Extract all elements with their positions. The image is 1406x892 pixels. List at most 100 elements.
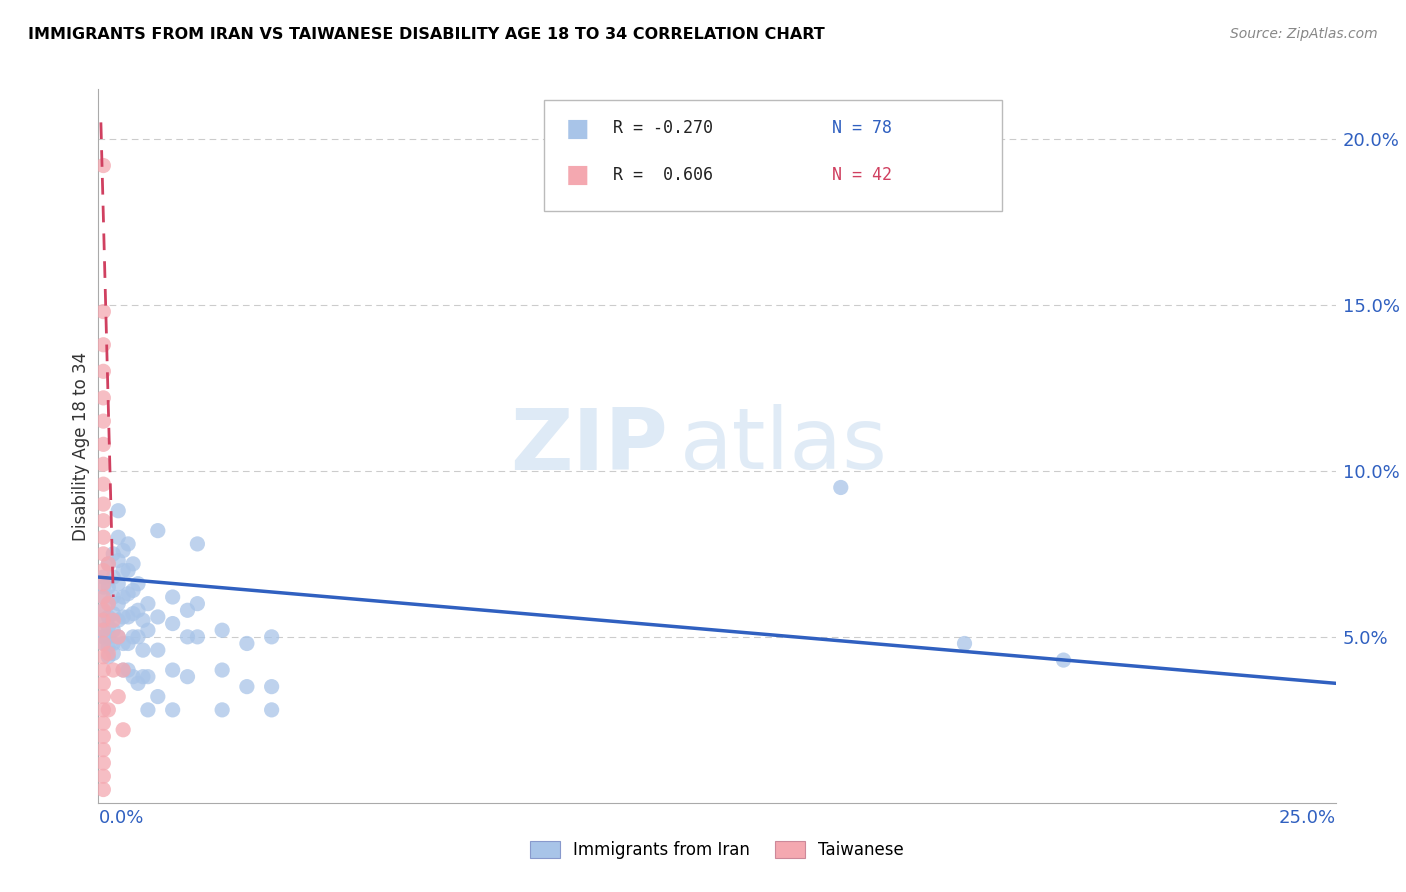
Text: ■: ■ xyxy=(567,117,589,140)
Point xyxy=(97,557,120,571)
Point xyxy=(112,590,135,604)
Point xyxy=(146,643,169,657)
Text: 0.0%: 0.0% xyxy=(98,808,143,827)
Point xyxy=(107,690,129,704)
Point xyxy=(97,580,120,594)
Point xyxy=(162,703,184,717)
Point xyxy=(122,583,145,598)
Point xyxy=(93,590,115,604)
Point xyxy=(162,663,184,677)
Point xyxy=(93,437,115,451)
Point xyxy=(162,590,184,604)
Point xyxy=(132,613,155,627)
Point xyxy=(97,630,120,644)
Point xyxy=(117,564,139,578)
Point xyxy=(127,676,149,690)
Text: 25.0%: 25.0% xyxy=(1278,808,1336,827)
Point xyxy=(103,663,125,677)
Text: R = -0.270: R = -0.270 xyxy=(613,120,713,137)
Point xyxy=(117,537,139,551)
Point xyxy=(122,557,145,571)
Point xyxy=(186,597,208,611)
Point xyxy=(186,537,208,551)
Point xyxy=(103,636,125,650)
Point xyxy=(103,570,125,584)
Point xyxy=(93,636,115,650)
Text: ZIP: ZIP xyxy=(510,404,668,488)
Point xyxy=(211,624,233,638)
Point xyxy=(117,663,139,677)
Point xyxy=(93,716,115,731)
Point xyxy=(107,553,129,567)
Point xyxy=(122,607,145,621)
Point xyxy=(117,610,139,624)
Point xyxy=(93,756,115,770)
Point xyxy=(103,607,125,621)
Point xyxy=(93,530,115,544)
Point xyxy=(260,630,283,644)
Point xyxy=(93,603,115,617)
Point xyxy=(176,630,198,644)
Point xyxy=(93,159,115,173)
Point xyxy=(136,703,159,717)
Point xyxy=(107,630,129,644)
Point xyxy=(97,620,120,634)
Point xyxy=(93,497,115,511)
Point xyxy=(93,742,115,756)
Point xyxy=(122,630,145,644)
Point xyxy=(93,590,115,604)
Point xyxy=(93,624,115,638)
Point xyxy=(112,636,135,650)
Point xyxy=(93,769,115,783)
Point xyxy=(103,590,125,604)
Point xyxy=(93,570,115,584)
Point xyxy=(93,690,115,704)
Point xyxy=(97,597,120,611)
Point xyxy=(93,649,115,664)
Point xyxy=(107,613,129,627)
Legend: Immigrants from Iran, Taiwanese: Immigrants from Iran, Taiwanese xyxy=(523,834,911,866)
Point xyxy=(176,670,198,684)
Point xyxy=(93,730,115,744)
Point xyxy=(136,597,159,611)
Point xyxy=(107,504,129,518)
Point xyxy=(136,624,159,638)
Text: ■: ■ xyxy=(567,163,589,186)
Point xyxy=(93,603,115,617)
Point xyxy=(830,481,852,495)
Point xyxy=(112,543,135,558)
Point xyxy=(97,557,120,571)
Point xyxy=(112,610,135,624)
Point xyxy=(93,580,115,594)
Point xyxy=(93,630,115,644)
Point xyxy=(107,576,129,591)
Point xyxy=(146,690,169,704)
Point xyxy=(107,530,129,544)
Point xyxy=(236,636,259,650)
Point xyxy=(117,636,139,650)
Point xyxy=(953,636,976,650)
Point xyxy=(93,547,115,561)
Point xyxy=(93,514,115,528)
Text: N = 42: N = 42 xyxy=(832,166,893,184)
Point xyxy=(93,636,115,650)
Point xyxy=(93,457,115,471)
Point xyxy=(211,663,233,677)
Point xyxy=(93,364,115,378)
Point xyxy=(93,304,115,318)
Point xyxy=(132,643,155,657)
Text: IMMIGRANTS FROM IRAN VS TAIWANESE DISABILITY AGE 18 TO 34 CORRELATION CHART: IMMIGRANTS FROM IRAN VS TAIWANESE DISABI… xyxy=(28,27,825,42)
Point xyxy=(93,782,115,797)
Point xyxy=(176,603,198,617)
Point xyxy=(93,477,115,491)
Point xyxy=(103,624,125,638)
Point xyxy=(122,670,145,684)
Point xyxy=(103,613,125,627)
Point xyxy=(132,670,155,684)
Point xyxy=(93,613,115,627)
Point xyxy=(236,680,259,694)
Point xyxy=(211,703,233,717)
Point xyxy=(93,663,115,677)
Point xyxy=(186,630,208,644)
Point xyxy=(93,338,115,352)
